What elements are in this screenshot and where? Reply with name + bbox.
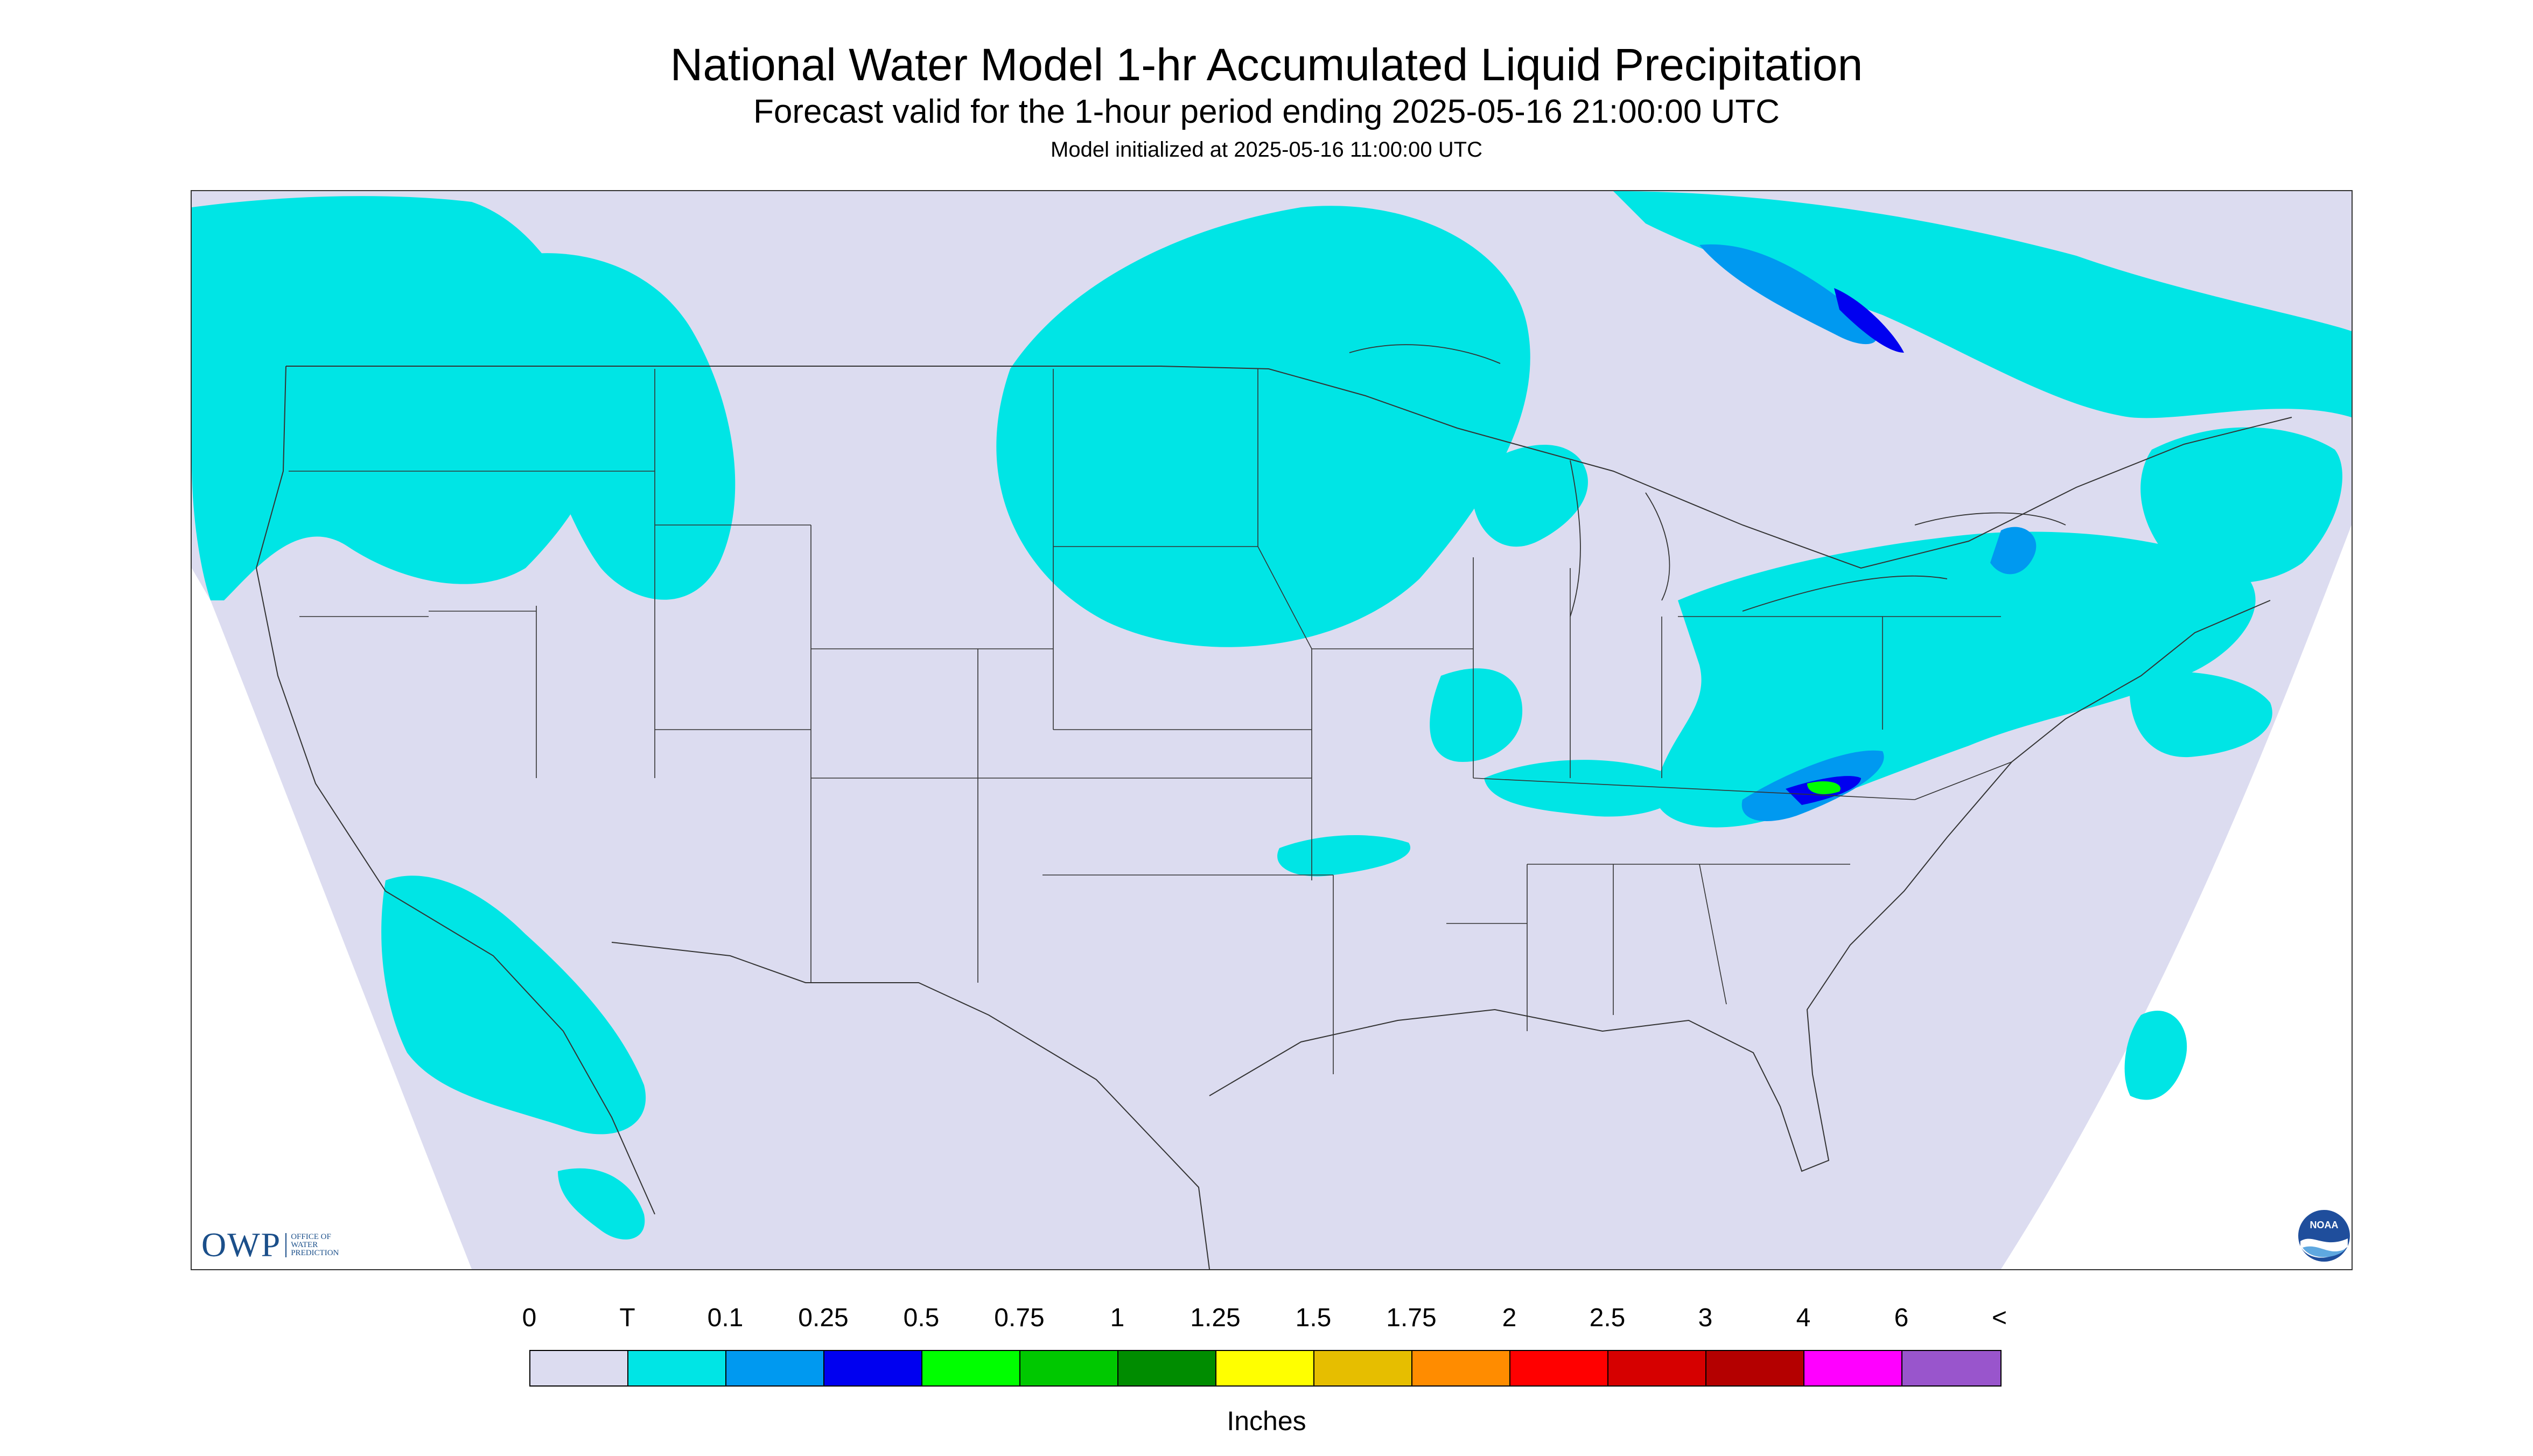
legend-tick-label: T [619,1304,635,1332]
precip-area-california [381,876,646,1135]
legend-tick-label: 0.1 [707,1304,744,1332]
legend-swatch [1314,1351,1412,1385]
gulf-coast [1209,600,2271,1172]
model-init-caption: Model initialized at 2025-05-16 11:00:00… [1051,138,1482,162]
map-title: National Water Model 1-hr Accumulated Li… [670,39,1863,90]
great-lakes-outline [1349,344,2066,617]
owp-logo: OWP OFFICE OF WATER PREDICTION [201,1225,350,1265]
precip-core-quebec [1699,244,1877,345]
legend-swatch [1412,1351,1510,1385]
us-mexico-border [611,942,1210,1269]
legend-colorbar [529,1350,2002,1387]
political-boundaries [255,344,2292,1269]
legend-swatch [1608,1351,1706,1385]
legend-swatch [1020,1351,1118,1385]
precip-area-michigan [1473,445,1588,547]
precipitation-map: NOAA OWP OFFICE OF WATER PREDICTION [191,190,2353,1270]
legend-tick-label: < [1991,1304,2007,1332]
legend-tick-label: 3 [1698,1304,1713,1332]
legend-tick-label: 0.75 [994,1304,1045,1332]
precip-area-great-lakes-east [1655,531,2256,828]
legend-swatch [824,1351,922,1385]
precip-hotspots [1807,781,1841,794]
legend-tick-label: 1.25 [1190,1304,1241,1332]
legend-swatch [628,1351,726,1385]
noaa-logo-text: NOAA [2310,1220,2339,1230]
legend-swatch [1902,1351,2000,1385]
legend-units: Inches [1227,1406,1306,1436]
precip-area-mid-atlantic [2129,671,2272,758]
legend-swatch [1216,1351,1314,1385]
precip-area-northern-rockies [515,253,736,600]
legend-swatch [922,1351,1020,1385]
precip-area-oklahoma [1277,835,1411,877]
legend-swatch [1804,1351,1902,1385]
legend-swatch [1510,1351,1608,1385]
west-coast [255,366,655,1215]
precip-area-northern-plains [996,206,1530,647]
precip-area-new-england [2140,427,2342,583]
legend-swatch [726,1351,824,1385]
legend-tick-labels: 0 T 0.1 0.25 0.5 0.75 1 1.25 1.5 1.75 2 2.5 3 4 6 < [0,1303,2533,1341]
legend-tick-label: 0.5 [903,1304,940,1332]
precip-area-pacific-nw [192,196,607,601]
legend-tick-label: 4 [1796,1304,1811,1332]
precip-area-midwest [1430,668,1523,762]
legend-tick-label: 1.5 [1295,1304,1332,1332]
legend-swatch [1118,1351,1216,1385]
map-canvas: NOAA [192,191,2352,1269]
legend-tick-label: 0.25 [798,1304,849,1332]
precip-area-ohio-valley [1484,760,1683,817]
noaa-logo: NOAA [2298,1210,2350,1262]
legend-tick-label: 6 [1894,1304,1909,1332]
legend-tick-label: 2.5 [1589,1304,1626,1332]
precip-area-atlantic [2124,1011,2187,1100]
owp-logo-mark: OWP [201,1226,282,1264]
forecast-valid-subtitle: Forecast valid for the 1-hour period end… [753,93,1780,130]
legend-swatch [1706,1351,1804,1385]
precip-core-ontario [1990,527,2037,575]
legend-tick-label: 0 [522,1304,537,1332]
legend-swatch [530,1351,628,1385]
state-lines [289,369,2012,1074]
legend-tick-label: 1.75 [1386,1304,1437,1332]
precip-area-canada-east [1613,191,2352,418]
precip-area-baja-streaks [558,1168,645,1240]
legend-tick-label: 2 [1502,1304,1517,1332]
precip-peak-quebec [1834,288,1904,353]
legend-tick-label: 1 [1110,1304,1125,1332]
owp-logo-text: OFFICE OF WATER PREDICTION [285,1233,350,1257]
precip-areas [192,191,2352,1240]
precip-hotspot-virginia [1807,781,1841,794]
us-canada-border [286,366,2292,569]
